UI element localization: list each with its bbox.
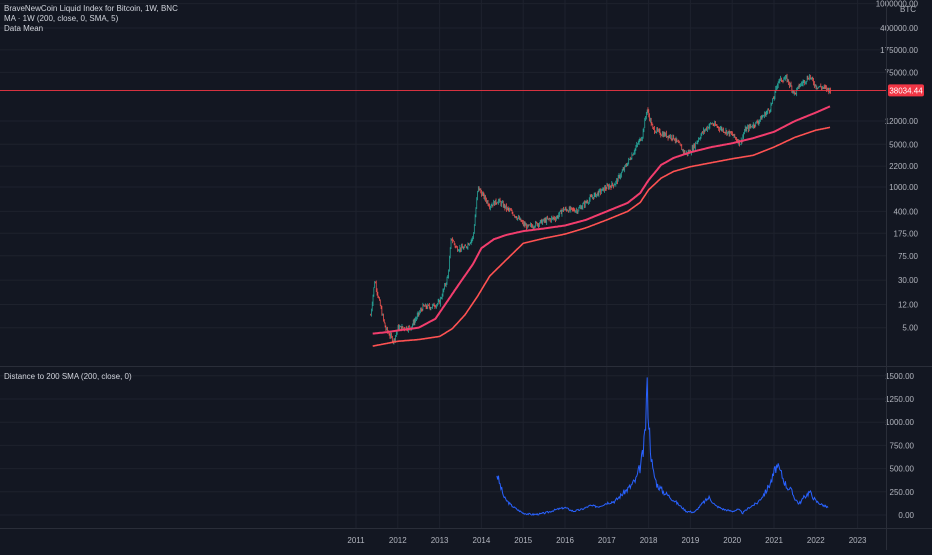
y-tick-label: 75000.00 — [885, 68, 919, 77]
y-tick-label: 5.00 — [902, 324, 918, 333]
x-tick-label: 2013 — [431, 536, 449, 545]
price-candles — [370, 73, 831, 345]
data-mean-line — [372, 126, 831, 347]
x-tick-label: 2020 — [723, 536, 741, 545]
x-tick-label: 2015 — [514, 536, 532, 545]
last-price-label: 38034.44 — [889, 86, 923, 95]
osc-tick-label: 1500.00 — [885, 372, 914, 381]
ma-200-line — [372, 105, 831, 335]
legend-distance: Distance to 200 SMA (200, close, 0) — [4, 372, 132, 381]
x-tick-label: 2011 — [347, 536, 365, 545]
x-tick-label: 2016 — [556, 536, 574, 545]
osc-tick-label: 1000.00 — [885, 418, 914, 427]
osc-tick-label: 750.00 — [890, 441, 915, 450]
x-tick-label: 2019 — [682, 536, 700, 545]
y-tick-label: 30.00 — [898, 276, 919, 285]
y-tick-label: 75.00 — [898, 252, 919, 261]
x-tick-label: 2012 — [389, 536, 407, 545]
x-tick-label: 2014 — [473, 536, 491, 545]
legend-mean: Data Mean — [4, 24, 44, 33]
x-tick-label: 2022 — [807, 536, 825, 545]
x-tick-label: 2021 — [765, 536, 783, 545]
x-tick-label: 2017 — [598, 536, 616, 545]
y-tick-label: 400.00 — [894, 207, 919, 216]
y-tick-label: 1000.00 — [889, 183, 918, 192]
last-price-tag — [888, 84, 924, 97]
osc-tick-label: 500.00 — [890, 465, 915, 474]
y-tick-label: 2200.00 — [889, 162, 918, 171]
price-unit-label: BTC — [900, 5, 916, 14]
y-tick-label: 12.00 — [898, 300, 919, 309]
y-tick-label: 175000.00 — [880, 46, 918, 55]
osc-tick-label: 250.00 — [890, 488, 915, 497]
y-tick-label: 1000000.00 — [876, 0, 919, 9]
x-tick-label: 2018 — [640, 536, 658, 545]
y-tick-label: 175.00 — [894, 229, 919, 238]
legend-symbol: BraveNewCoin Liquid Index for Bitcoin, 1… — [4, 4, 178, 13]
y-tick-label: 5000.00 — [889, 140, 918, 149]
y-tick-label: 12000.00 — [885, 117, 919, 126]
x-tick-label: 2023 — [849, 536, 867, 545]
legend-ma: MA · 1W (200, close, 0, SMA, 5) — [4, 14, 119, 23]
osc-tick-label: 0.00 — [898, 511, 914, 520]
distance-line — [496, 377, 829, 516]
y-tick-label: 400000.00 — [880, 24, 918, 33]
osc-tick-label: 1250.00 — [885, 395, 914, 404]
